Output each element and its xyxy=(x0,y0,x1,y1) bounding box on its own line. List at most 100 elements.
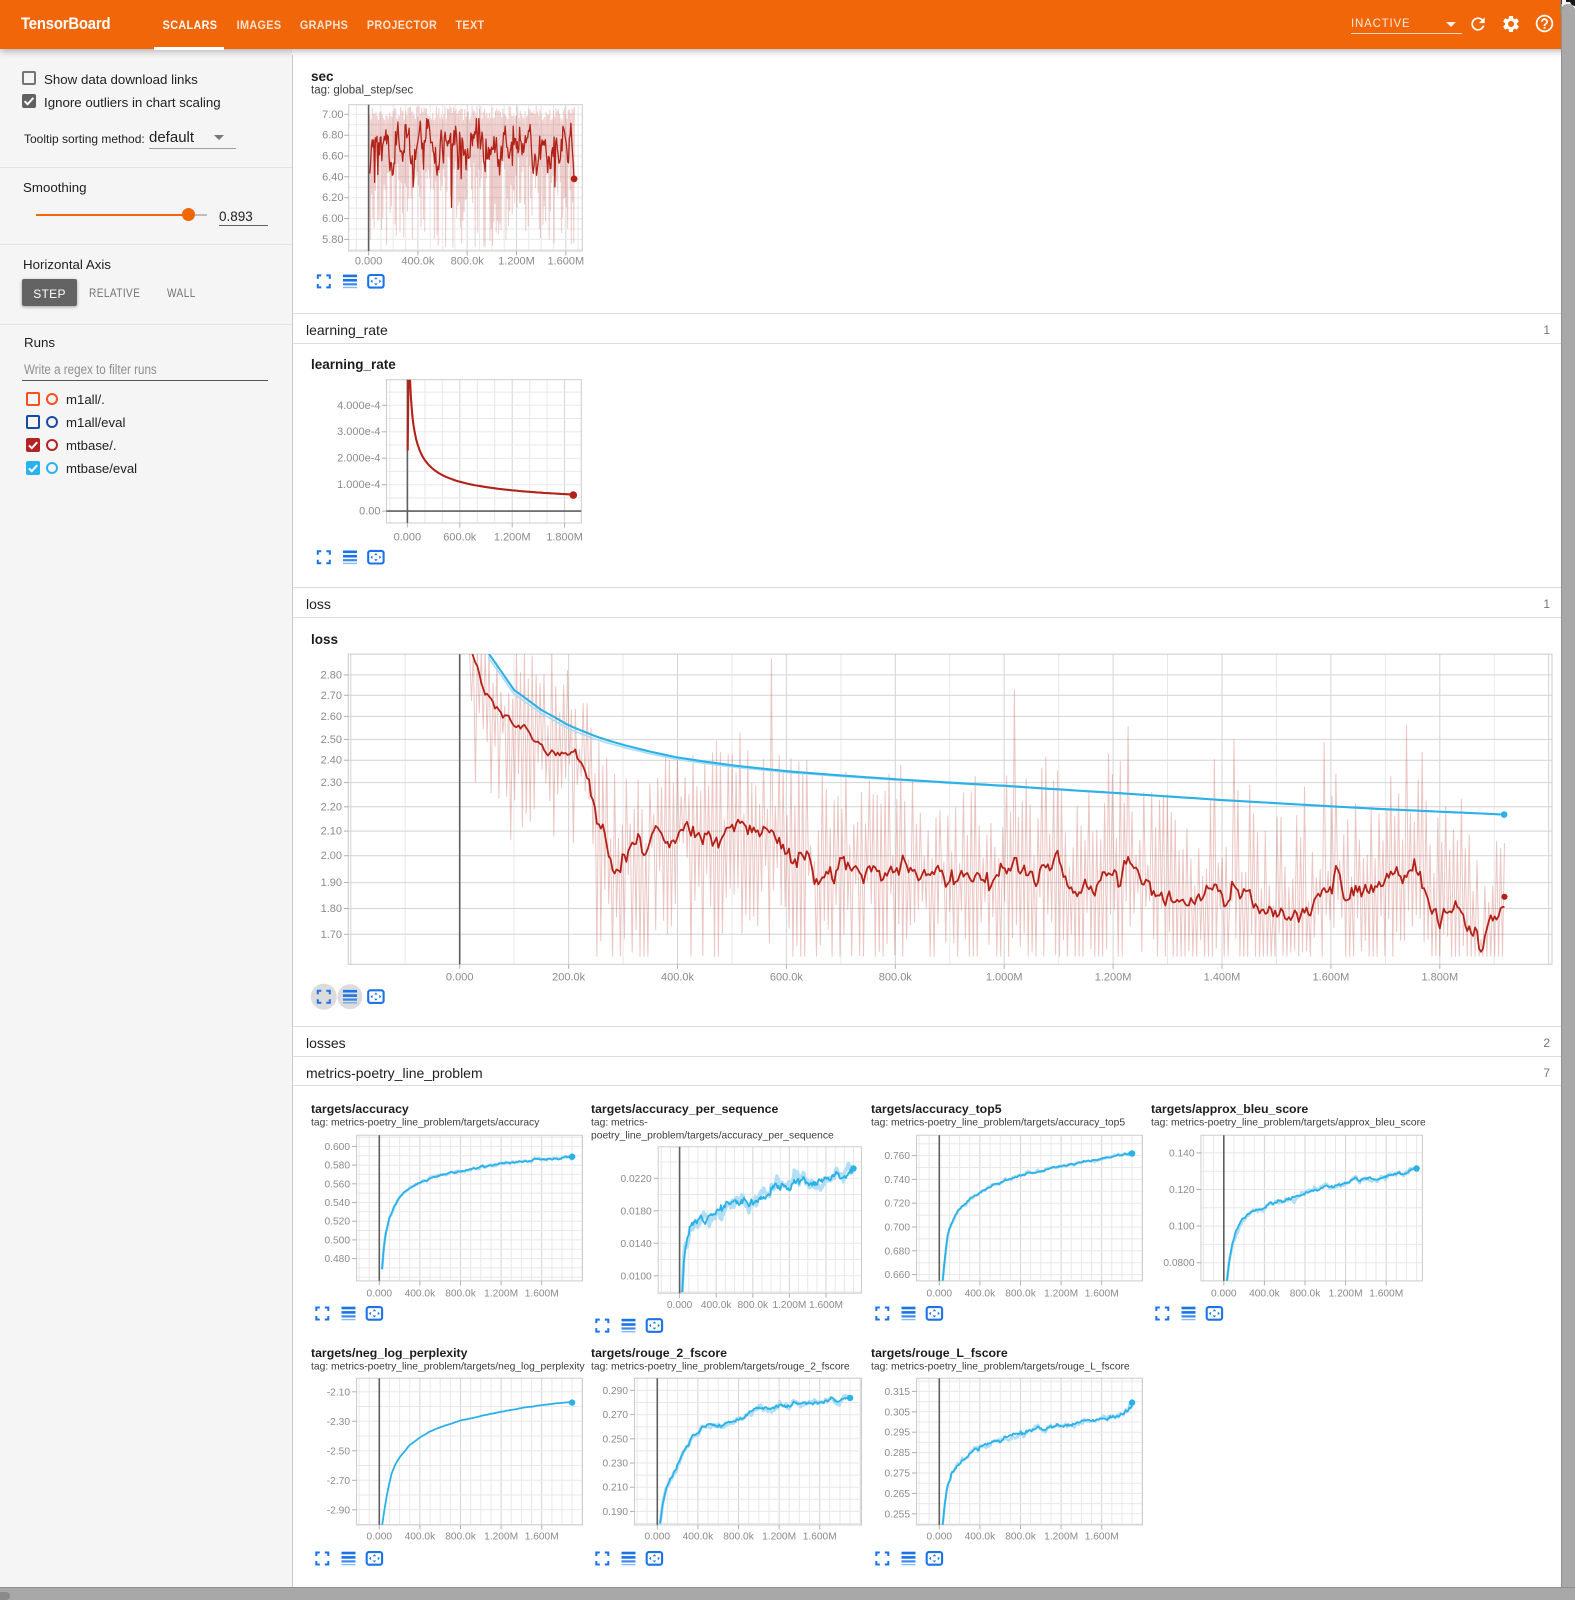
svg-text:1.800M: 1.800M xyxy=(1421,972,1458,984)
svg-text:0.000: 0.000 xyxy=(927,1289,953,1300)
svg-text:400.0k: 400.0k xyxy=(401,256,435,268)
svg-text:0.250: 0.250 xyxy=(603,1434,629,1445)
svg-text:6.40: 6.40 xyxy=(322,171,343,183)
svg-text:1.600M: 1.600M xyxy=(803,1532,837,1543)
svg-text:-2.30: -2.30 xyxy=(327,1417,351,1428)
svg-text:tag: global_step/sec: tag: global_step/sec xyxy=(311,85,414,97)
svg-text:0.140: 0.140 xyxy=(1169,1148,1195,1159)
svg-text:600.0k: 600.0k xyxy=(770,972,804,984)
svg-text:400.0k: 400.0k xyxy=(701,1300,732,1311)
svg-text:1.200M: 1.200M xyxy=(484,1289,518,1300)
svg-text:1.200M: 1.200M xyxy=(762,1532,796,1543)
svg-text:1.000e-4: 1.000e-4 xyxy=(337,479,380,491)
svg-text:0.285: 0.285 xyxy=(885,1448,911,1459)
svg-text:1.200M: 1.200M xyxy=(1095,972,1132,984)
svg-text:tag: metrics-poetry_line_probl: tag: metrics-poetry_line_problem/targets… xyxy=(311,1118,540,1129)
svg-text:0.000: 0.000 xyxy=(927,1532,953,1543)
svg-text:0.305: 0.305 xyxy=(885,1407,911,1418)
svg-text:0.0180: 0.0180 xyxy=(621,1206,652,1217)
svg-text:targets/accuracy: targets/accuracy xyxy=(311,1102,409,1116)
svg-text:400.0k: 400.0k xyxy=(965,1532,996,1543)
svg-text:2.20: 2.20 xyxy=(321,801,342,813)
svg-text:0.660: 0.660 xyxy=(885,1270,911,1281)
svg-text:1.600M: 1.600M xyxy=(1085,1289,1119,1300)
svg-text:400.0k: 400.0k xyxy=(1249,1289,1280,1300)
svg-text:0.520: 0.520 xyxy=(325,1217,351,1228)
svg-text:sec: sec xyxy=(311,69,334,84)
svg-text:7.00: 7.00 xyxy=(322,109,343,121)
svg-text:-2.90: -2.90 xyxy=(327,1505,351,1516)
svg-text:1.200M: 1.200M xyxy=(1044,1289,1078,1300)
svg-text:800.0k: 800.0k xyxy=(451,256,485,268)
svg-text:6.00: 6.00 xyxy=(322,213,343,225)
svg-text:400.0k: 400.0k xyxy=(683,1532,714,1543)
svg-text:800.0k: 800.0k xyxy=(445,1289,476,1300)
svg-text:0.680: 0.680 xyxy=(885,1246,911,1257)
svg-text:6.80: 6.80 xyxy=(322,130,343,142)
svg-text:800.0k: 800.0k xyxy=(1005,1289,1036,1300)
svg-text:targets/neg_log_perplexity: targets/neg_log_perplexity xyxy=(311,1346,468,1360)
svg-text:0.000: 0.000 xyxy=(446,972,474,984)
svg-text:400.0k: 400.0k xyxy=(661,972,695,984)
svg-text:1.200M: 1.200M xyxy=(1044,1532,1078,1543)
svg-text:0.580: 0.580 xyxy=(325,1161,351,1172)
svg-text:-2.70: -2.70 xyxy=(327,1476,351,1487)
svg-text:1.90: 1.90 xyxy=(321,877,342,889)
svg-text:0.540: 0.540 xyxy=(325,1198,351,1209)
svg-text:800.0k: 800.0k xyxy=(738,1300,769,1311)
svg-text:0.290: 0.290 xyxy=(603,1386,629,1397)
svg-text:tag: metrics-poetry_line_probl: tag: metrics-poetry_line_problem/targets… xyxy=(591,1362,850,1373)
svg-text:0.0220: 0.0220 xyxy=(621,1174,652,1185)
svg-text:0.000: 0.000 xyxy=(355,256,383,268)
svg-text:2.70: 2.70 xyxy=(321,690,342,702)
svg-text:0.720: 0.720 xyxy=(885,1199,911,1210)
svg-text:targets/approx_bleu_score: targets/approx_bleu_score xyxy=(1151,1102,1308,1116)
svg-text:1.800M: 1.800M xyxy=(546,532,583,544)
svg-text:400.0k: 400.0k xyxy=(405,1289,436,1300)
svg-text:tag: metrics-poetry_line_probl: tag: metrics-poetry_line_problem/targets… xyxy=(1151,1118,1426,1129)
svg-text:3.000e-4: 3.000e-4 xyxy=(337,426,380,438)
svg-text:targets/rouge_2_fscore: targets/rouge_2_fscore xyxy=(591,1346,727,1360)
svg-text:0.000: 0.000 xyxy=(367,1289,393,1300)
svg-text:2.00: 2.00 xyxy=(321,850,342,862)
svg-text:1.600M: 1.600M xyxy=(547,256,584,268)
svg-text:0.0140: 0.0140 xyxy=(621,1239,652,1250)
svg-text:0.0800: 0.0800 xyxy=(1163,1258,1194,1269)
svg-text:4.000e-4: 4.000e-4 xyxy=(337,400,380,412)
svg-text:1.200M: 1.200M xyxy=(494,532,531,544)
svg-text:targets/accuracy_per_sequence: targets/accuracy_per_sequence xyxy=(591,1102,778,1116)
svg-text:800.0k: 800.0k xyxy=(879,972,913,984)
svg-text:1.600M: 1.600M xyxy=(1313,972,1350,984)
svg-text:2.30: 2.30 xyxy=(321,777,342,789)
svg-text:0.210: 0.210 xyxy=(603,1483,629,1494)
svg-text:learning_rate: learning_rate xyxy=(311,357,396,372)
svg-text:1.600M: 1.600M xyxy=(809,1300,843,1311)
svg-text:0.740: 0.740 xyxy=(885,1175,911,1186)
svg-text:poetry_line_problem/targets/ac: poetry_line_problem/targets/accuracy_per… xyxy=(591,1131,834,1142)
svg-text:tag: metrics-poetry_line_probl: tag: metrics-poetry_line_problem/targets… xyxy=(871,1362,1130,1373)
svg-text:0.270: 0.270 xyxy=(603,1410,629,1421)
svg-text:800.0k: 800.0k xyxy=(445,1532,476,1543)
svg-text:0.500: 0.500 xyxy=(325,1235,351,1246)
svg-text:0.560: 0.560 xyxy=(325,1179,351,1190)
svg-text:0.000: 0.000 xyxy=(367,1532,393,1543)
svg-text:200.0k: 200.0k xyxy=(552,972,586,984)
svg-text:400.0k: 400.0k xyxy=(965,1289,996,1300)
svg-text:0.760: 0.760 xyxy=(885,1151,911,1162)
svg-text:6.60: 6.60 xyxy=(322,151,343,163)
svg-text:tag: metrics-poetry_line_probl: tag: metrics-poetry_line_problem/targets… xyxy=(871,1118,1125,1129)
svg-text:800.0k: 800.0k xyxy=(1005,1532,1036,1543)
svg-text:1.80: 1.80 xyxy=(321,903,342,915)
svg-text:0.295: 0.295 xyxy=(885,1428,911,1439)
svg-text:2.40: 2.40 xyxy=(321,755,342,767)
svg-text:1.400M: 1.400M xyxy=(1204,972,1241,984)
svg-text:0.315: 0.315 xyxy=(885,1387,911,1398)
svg-text:0.100: 0.100 xyxy=(1169,1222,1195,1233)
svg-text:1.200M: 1.200M xyxy=(772,1300,806,1311)
svg-text:0.000: 0.000 xyxy=(667,1300,693,1311)
svg-text:0.275: 0.275 xyxy=(885,1469,911,1480)
svg-text:loss: loss xyxy=(311,632,338,647)
svg-text:800.0k: 800.0k xyxy=(1290,1289,1321,1300)
svg-text:400.0k: 400.0k xyxy=(405,1532,436,1543)
svg-text:1.200M: 1.200M xyxy=(498,256,535,268)
